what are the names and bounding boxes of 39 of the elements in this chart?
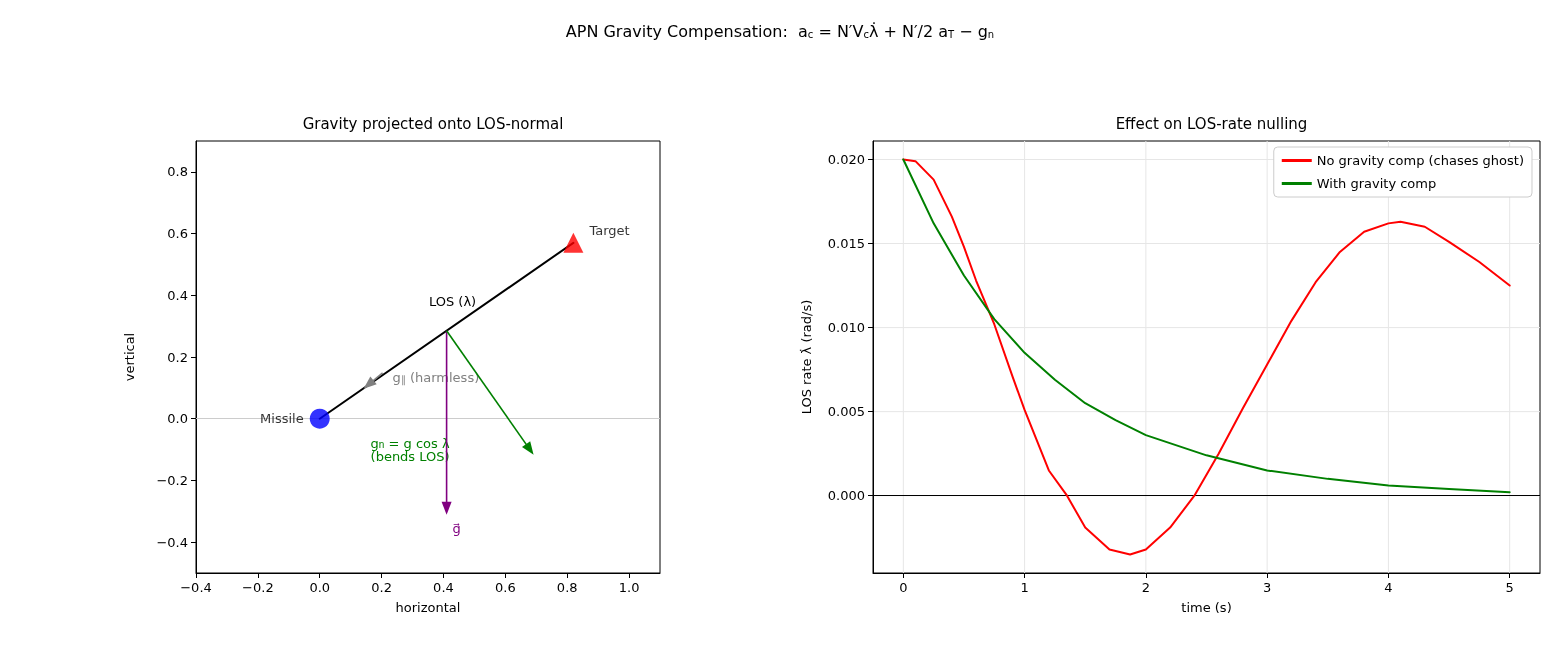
x-tick-label: 0.0	[309, 580, 331, 595]
x-axis-title: horizontal	[395, 600, 461, 615]
x-axis-title: time (s)	[1181, 600, 1232, 615]
y-tick-label: 0.000	[827, 488, 865, 504]
chart-title: Gravity projected onto LOS-normal	[302, 114, 564, 133]
legend-label: No gravity comp (chases ghost)	[1316, 153, 1525, 168]
x-tick-label: −0.2	[242, 580, 274, 595]
y-tick-label: 0.0	[167, 411, 188, 427]
x-tick-label: 0.2	[371, 580, 392, 595]
y-axis-title: vertical	[122, 332, 137, 382]
x-tick-label: 0.4	[433, 580, 454, 595]
y-tick-label: 0.005	[827, 404, 865, 420]
x-tick-label: 0.8	[556, 580, 578, 595]
series-label: Missile	[260, 411, 304, 427]
x-tick-label: −0.4	[180, 580, 212, 595]
y-tick-label: 0.2	[167, 349, 188, 365]
x-tick-label: 3	[1263, 580, 1272, 595]
x-tick-label: 1	[1020, 580, 1029, 595]
y-tick-label: −0.4	[156, 534, 188, 550]
x-tick-label: 4	[1384, 580, 1393, 595]
series-label: Target	[588, 223, 630, 239]
legend-label: With gravity comp	[1316, 176, 1437, 191]
y-tick-label: 0.020	[827, 151, 865, 167]
x-tick-label: 0	[899, 580, 908, 595]
y-tick-label: 0.015	[827, 236, 865, 252]
x-tick-label: 2	[1141, 580, 1150, 595]
chart-title: Effect on LOS-rate nulling	[1115, 114, 1308, 133]
y-tick-label: 0.4	[167, 287, 188, 303]
y-tick-label: 0.6	[167, 226, 188, 242]
y-tick-label: 0.010	[827, 320, 865, 336]
x-tick-label: 1.0	[618, 580, 640, 595]
x-tick-label: 5	[1505, 580, 1514, 595]
text: APN Gravity Compensation: ac = N′Vcλ̇ + N′/2 aT − gn	[565, 21, 995, 41]
y-tick-label: −0.2	[156, 472, 188, 488]
y-axis-title: LOS rate λ̇ (rad/s)	[798, 299, 814, 415]
y-tick-label: 0.8	[167, 164, 188, 180]
series-label: LOS (λ)	[428, 294, 477, 310]
annotation: g⃗	[452, 521, 461, 537]
x-tick-label: 0.6	[494, 580, 516, 595]
